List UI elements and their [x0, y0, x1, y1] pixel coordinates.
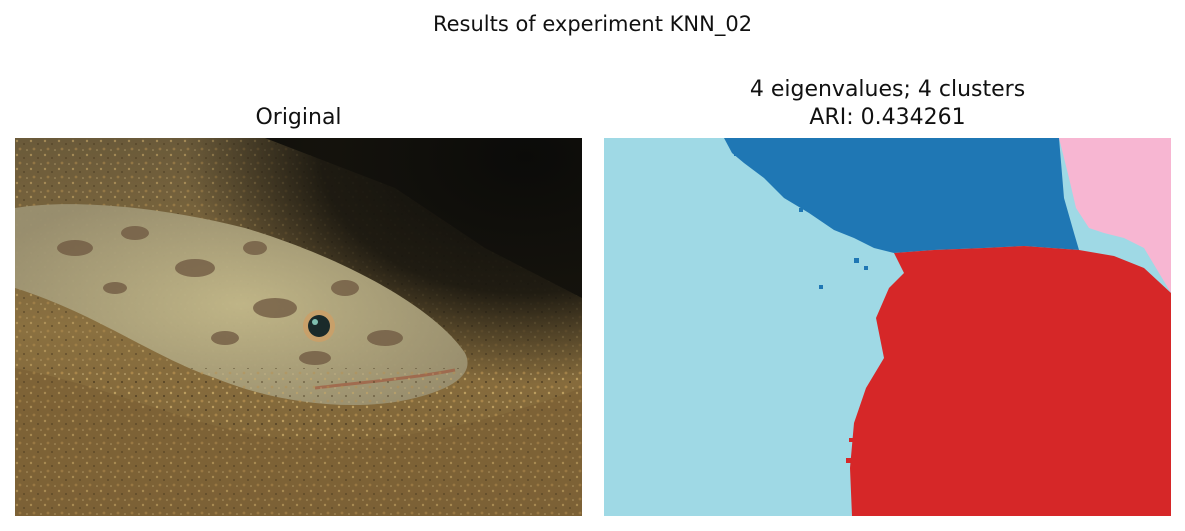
cluster-1-speckles [734, 150, 868, 289]
original-image-svg [15, 138, 582, 516]
figure-title: Results of experiment KNN_02 [432, 12, 753, 36]
segmentation-image [604, 138, 1171, 516]
segmentation-panel-title: 4 eigenvalues; 4 clusters ARI: 0.434261 [604, 76, 1171, 132]
cluster-region-3 [850, 246, 1171, 516]
original-panel-title: Original [15, 104, 582, 132]
cluster-region-2 [1059, 138, 1171, 293]
original-image [15, 138, 582, 516]
cluster-region-1 [724, 138, 1079, 253]
original-title-text: Original [255, 105, 342, 130]
segmentation-map [604, 138, 1171, 516]
segmentation-title-line1: 4 eigenvalues; 4 clusters [749, 77, 1026, 102]
cluster-3-speckles [846, 278, 1167, 463]
segmentation-title-line2: ARI: 0.434261 [809, 105, 966, 130]
